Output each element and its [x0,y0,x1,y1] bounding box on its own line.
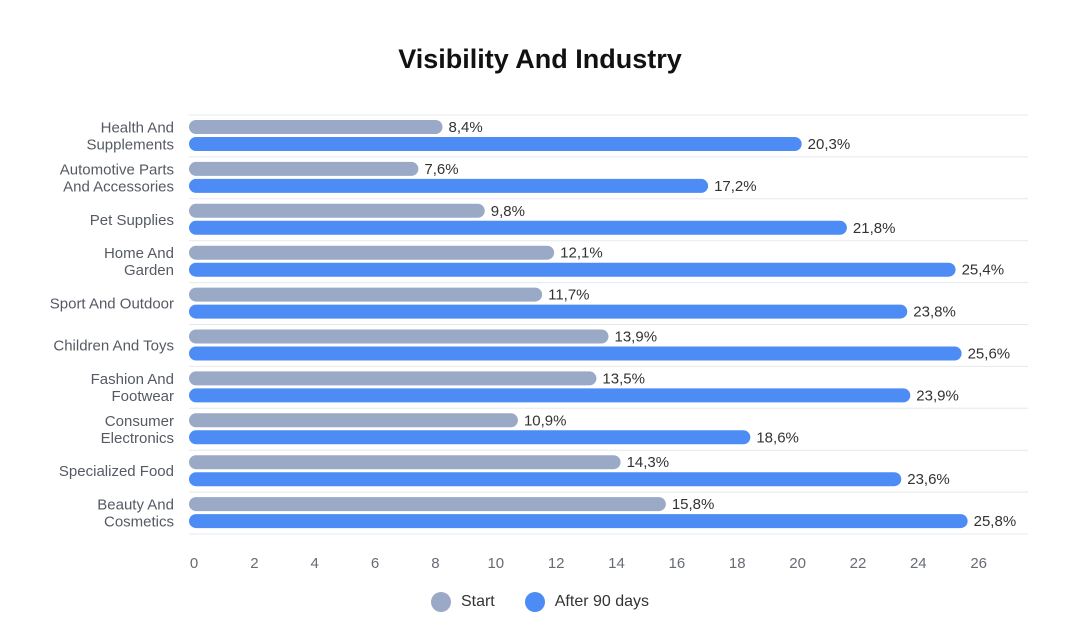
data-label: 23,8% [913,304,956,321]
data-label: 25,4% [962,262,1005,279]
data-label: 20,3% [808,136,851,153]
x-tick-label: 20 [789,555,806,572]
x-tick-label: 16 [669,555,686,572]
bar [189,262,956,277]
data-label: 10,9% [524,412,567,429]
category-label: Automotive Parts [60,161,174,178]
bar [189,430,751,445]
data-label: 13,5% [602,370,645,387]
bar [189,371,597,386]
category-label: Sport And Outdoor [50,296,174,313]
category-label: Home And [104,245,174,262]
category-label: Consumer [105,413,174,430]
data-label: 17,2% [714,178,757,195]
data-label: 7,6% [424,161,458,178]
category-label: Supplements [86,136,174,153]
category-label: Electronics [101,430,174,447]
data-label: 8,4% [449,119,483,136]
legend-swatch-after-90-days [524,592,545,612]
data-label: 23,6% [907,471,950,488]
x-tick-label: 12 [548,555,565,572]
data-label: 25,8% [974,513,1017,530]
bar [189,304,908,319]
bar [189,287,543,302]
bar [189,203,485,218]
bar [189,455,621,470]
data-label: 23,9% [916,387,959,404]
bar [189,137,802,151]
x-tick-label: 0 [190,555,198,572]
x-tick-label: 22 [850,555,867,572]
category-label: Footwear [111,388,174,405]
x-tick-label: 6 [371,555,379,572]
bar [189,497,666,512]
bar [189,346,962,361]
chart-title: Visibility And Industry [398,44,682,74]
data-label: 25,6% [968,346,1011,363]
x-tick-label: 10 [487,555,504,572]
bar [189,413,518,428]
bar [189,514,968,529]
category-label: Cosmetics [104,514,174,531]
data-label: 18,6% [756,429,799,446]
bar [189,178,709,193]
x-tick-label: 14 [608,555,625,572]
bar [189,120,443,134]
legend: Start After 90 days [0,592,1080,612]
category-label: Fashion And [91,371,174,388]
bar [189,472,902,487]
x-tick-label: 2 [250,555,258,572]
data-label: 15,8% [672,496,715,513]
bar [189,220,847,235]
x-tick-label: 8 [431,555,439,572]
data-label: 11,7% [548,287,589,304]
bar [189,245,555,260]
category-label: Beauty And [97,497,174,514]
category-label: Garden [124,262,174,279]
legend-item-after-90-days[interactable]: After 90 days [524,592,650,612]
data-label: 21,8% [853,220,896,237]
category-label: And Accessories [63,178,174,195]
category-label: Health And [101,119,174,136]
data-label: 13,9% [615,329,658,346]
category-label: Pet Supplies [90,212,174,229]
legend-item-start[interactable]: Start [430,592,495,612]
bar [189,161,419,176]
legend-swatch-start [430,592,451,612]
x-tick-label: 24 [910,555,927,572]
bar [189,388,911,403]
x-tick-label: 4 [311,555,319,572]
category-label: Children And Toys [53,337,174,354]
data-label: 12,1% [560,245,603,262]
data-label: 14,3% [627,454,670,471]
x-tick-label: 26 [970,555,987,572]
x-tick-label: 18 [729,555,746,572]
legend-label-after-90-days: After 90 days [554,593,650,610]
legend-label-start: Start [460,593,495,610]
bar [189,329,609,344]
data-label: 9,8% [491,203,525,220]
category-label: Specialized Food [59,463,174,480]
